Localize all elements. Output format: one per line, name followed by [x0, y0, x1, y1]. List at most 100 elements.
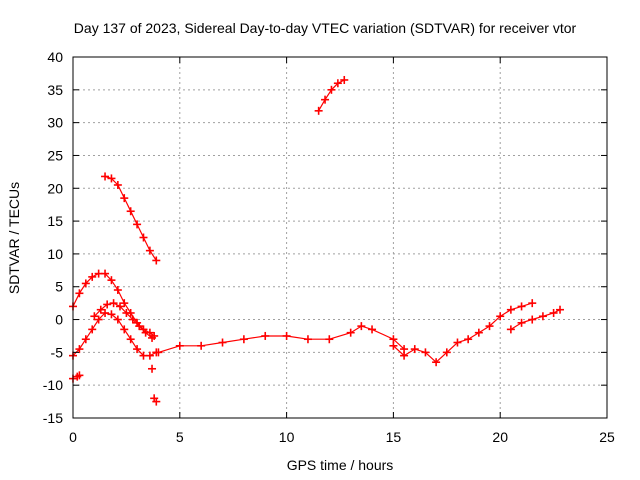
data-point [442, 348, 451, 357]
data-point [261, 331, 270, 340]
data-point [197, 341, 206, 350]
data-point [421, 348, 430, 357]
data-point [145, 351, 154, 360]
series-line [158, 325, 405, 353]
plot-frame [72, 56, 608, 419]
data-point [218, 338, 227, 347]
data-point [389, 341, 398, 350]
data-point [81, 335, 90, 344]
data-point [303, 335, 312, 344]
data-point [75, 345, 84, 354]
y-tick-label: 15 [47, 213, 63, 229]
x-tick-label: 15 [386, 429, 402, 445]
data-point [101, 172, 110, 181]
y-tick-label: -10 [43, 377, 63, 393]
series-line [104, 175, 157, 261]
data-point [239, 335, 248, 344]
data-point [517, 318, 526, 327]
y-tick-label: 10 [47, 246, 63, 262]
data-point [141, 328, 150, 337]
data-point [556, 305, 565, 314]
data-point [506, 325, 515, 334]
data-point [122, 308, 131, 317]
data-point [139, 233, 148, 242]
data-point [175, 341, 184, 350]
data-point [154, 348, 163, 357]
data-point [135, 322, 144, 331]
series-line [72, 273, 155, 337]
data-point [113, 315, 122, 324]
data-point [282, 331, 291, 340]
x-tick-label: 20 [492, 429, 508, 445]
data-point [432, 358, 441, 367]
data-point [101, 269, 110, 278]
data-point [107, 310, 116, 319]
y-tick-label: 20 [47, 180, 63, 196]
series-line [72, 312, 157, 357]
data-point [145, 246, 154, 255]
data-point [321, 95, 330, 104]
data-point [528, 315, 537, 324]
data-point [340, 75, 349, 84]
data-point [126, 335, 135, 344]
data-point [94, 315, 103, 324]
data-point [517, 302, 526, 311]
x-tick-label: 25 [599, 429, 615, 445]
data-point [496, 312, 505, 321]
data-point [113, 286, 122, 295]
data-point [325, 335, 334, 344]
y-tick-label: 35 [47, 82, 63, 98]
data-point [333, 79, 342, 88]
series-layer [69, 75, 565, 406]
y-tick-label: 40 [47, 49, 63, 65]
series-track-h [506, 305, 565, 334]
data-point [368, 325, 377, 334]
series-track-c [90, 299, 157, 342]
data-point [109, 299, 118, 308]
series-track-g [389, 299, 537, 367]
data-point [346, 328, 355, 337]
y-tick-label: 0 [55, 312, 63, 328]
data-point [107, 174, 116, 183]
x-tick-label: 5 [176, 429, 184, 445]
data-point [549, 308, 558, 317]
y-tick-labels: -15 -10 -5 0 5 10 15 20 25 30 35 40 [43, 49, 63, 426]
data-point [357, 322, 366, 331]
data-point [88, 272, 97, 281]
data-point [152, 256, 161, 265]
data-point [81, 279, 90, 288]
data-point [96, 305, 105, 314]
x-axis-label: GPS time / hours [287, 457, 394, 473]
data-point [120, 325, 129, 334]
data-point [133, 345, 142, 354]
data-point [152, 397, 161, 406]
data-point [148, 333, 157, 342]
data-point [107, 276, 116, 285]
data-point [400, 351, 409, 360]
data-point [120, 194, 129, 203]
data-point [115, 302, 124, 311]
data-point [453, 338, 462, 347]
y-axis-label: SDTVAR / TECUs [6, 182, 22, 294]
data-point [126, 207, 135, 216]
data-point [128, 315, 137, 324]
y-tick-label: 25 [47, 147, 63, 163]
data-point [327, 85, 336, 94]
data-point [103, 300, 112, 309]
series-track-d [101, 172, 161, 265]
series-line [318, 79, 345, 112]
y-tick-label: -15 [43, 410, 63, 426]
x-tick-labels: 0 5 10 15 20 25 [69, 429, 615, 445]
data-point [90, 312, 99, 321]
data-point [148, 364, 157, 373]
data-point [120, 299, 129, 308]
series-track-i [69, 364, 161, 406]
data-point [506, 305, 515, 314]
axis-ticks [72, 56, 608, 419]
data-point [485, 322, 494, 331]
data-point [314, 106, 323, 115]
chart-title: Day 137 of 2023, Sidereal Day-to-day VTE… [74, 20, 577, 36]
data-point [88, 325, 97, 334]
data-point [474, 328, 483, 337]
data-point [528, 299, 537, 308]
